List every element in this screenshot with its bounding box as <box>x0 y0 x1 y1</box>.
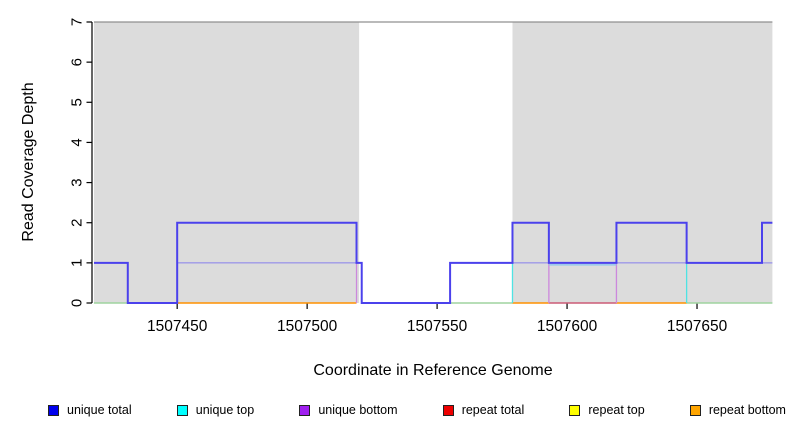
legend-swatch-icon <box>299 404 311 416</box>
legend-label: unique total <box>67 403 132 417</box>
y-tick-label: 1 <box>69 259 86 267</box>
legend-swatch-icon <box>689 404 701 416</box>
y-tick-label: 0 <box>69 299 86 307</box>
legend-label: unique bottom <box>318 403 398 417</box>
coverage-chart: 0 1 2 3 4 5 6 7 1507450 1507500 1507550 1507600 1507… <box>69 18 773 335</box>
x-tick-label: 1507450 <box>147 318 208 335</box>
x-tick-label: 1507600 <box>537 318 598 335</box>
y-tick-label: 4 <box>69 138 86 146</box>
legend-swatch-icon <box>176 404 188 416</box>
legend-item-unique-top: unique top <box>176 403 255 417</box>
legend-label: repeat total <box>461 403 525 417</box>
y-tick-label: 2 <box>69 219 86 227</box>
legend-swatch-icon <box>48 404 59 416</box>
legend-item-repeat-bottom: repeat bottom <box>689 403 786 417</box>
x-tick-label: 1507500 <box>277 318 338 335</box>
y-tick-label: 7 <box>69 18 86 26</box>
y-tick-label: 5 <box>69 98 86 106</box>
x-tick-label: 1507650 <box>667 318 728 335</box>
legend-label: repeat top <box>588 403 645 417</box>
y-tick-label: 6 <box>69 58 86 66</box>
legend-swatch-icon <box>569 404 581 416</box>
legend-swatch-icon <box>442 404 454 416</box>
x-tick-label: 1507550 <box>407 318 468 335</box>
unique-total-coverage-line <box>94 221 773 304</box>
legend-item-unique-bottom: unique bottom <box>299 403 398 417</box>
y-tick-label: 3 <box>69 178 86 186</box>
shaded-region <box>94 22 360 303</box>
legend-item-repeat-top: repeat top <box>569 403 645 417</box>
x-axis-title: Coordinate in Reference Genome <box>313 362 553 379</box>
legend-item-unique-total: unique total <box>48 403 132 417</box>
legend-item-repeat-total: repeat total <box>442 403 525 417</box>
chart-legend: unique total unique top unique bottom repea… <box>48 399 786 421</box>
y-axis-title: Read Coverage Depth <box>20 82 37 242</box>
shaded-region <box>512 22 773 303</box>
legend-label: repeat bottom <box>708 403 786 417</box>
legend-label: unique top <box>195 403 255 417</box>
